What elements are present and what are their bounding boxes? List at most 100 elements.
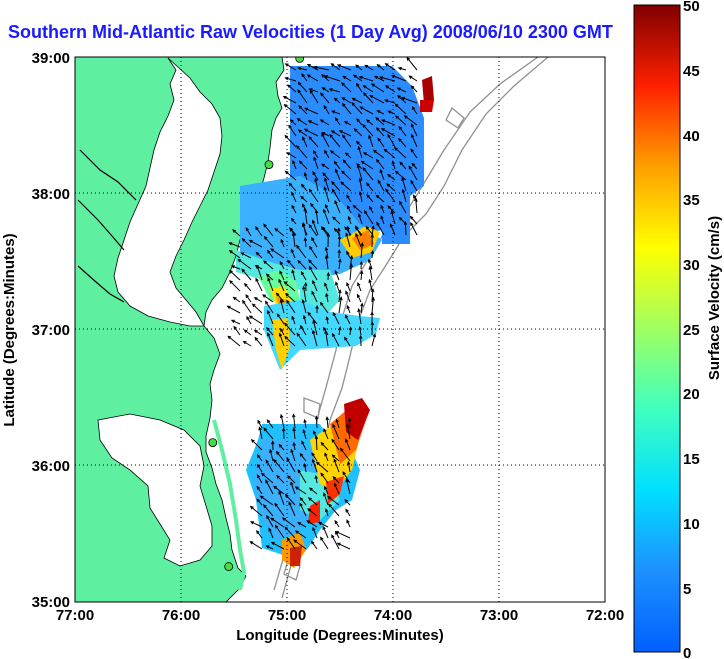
velocity-arrow (237, 258, 252, 270)
velocity-arrow (285, 494, 296, 506)
velocity-arrow-head (325, 292, 329, 297)
velocity-arrow-head (410, 179, 414, 184)
velocity-arrow-head (326, 271, 331, 276)
velocity-arrow-head (303, 128, 308, 132)
velocity-arrow-head (306, 74, 311, 78)
velocity-arrow (304, 107, 319, 115)
velocity-arrow (351, 102, 363, 115)
velocity-arrow-head (294, 530, 299, 534)
velocity-arrow (371, 297, 374, 314)
velocity-arrow-head (288, 124, 292, 129)
velocity-arrow-head (256, 485, 261, 490)
velocity-arrow (379, 169, 385, 181)
velocity-arrow (278, 444, 285, 451)
velocity-arrow-head (314, 474, 318, 480)
map-title: Southern Mid-Atlantic Raw Velocities (1 … (8, 22, 613, 42)
velocity-arrow (364, 64, 374, 71)
velocity-arrow-head (278, 443, 283, 448)
velocity-arrow (302, 222, 307, 237)
velocity-arrow (257, 464, 263, 473)
plot-frame (74, 56, 606, 603)
velocity-arrow (332, 333, 340, 347)
velocity-arrow-head (346, 460, 351, 466)
velocity-arrow (356, 141, 363, 148)
velocity-arrow (255, 278, 263, 292)
velocity-arrow (388, 110, 396, 115)
velocity-arrow-head (360, 160, 365, 165)
velocity-arrow-head (375, 158, 380, 163)
velocity-arrow-head (351, 97, 356, 102)
velocity-arrow-head (320, 92, 324, 97)
velocity-arrow-head (300, 183, 305, 188)
velocity-arrow-head (320, 536, 324, 541)
velocity-arrow (278, 491, 285, 506)
velocity-arrow-head (349, 263, 353, 268)
velocity-arrow (334, 161, 341, 170)
velocity-arrow-head (324, 329, 328, 334)
velocity-arrow (377, 180, 385, 192)
velocity-arrow-head (333, 160, 338, 165)
velocity-arrow-head (338, 130, 343, 134)
velocity-arrow-head (342, 75, 347, 80)
velocity-arrow (273, 459, 285, 473)
velocity-arrow (359, 76, 374, 82)
velocity-arrow (279, 333, 285, 347)
velocity-arrow-head (331, 188, 336, 193)
velocity-arrow (251, 439, 263, 451)
velocity-arrow-head (343, 121, 348, 125)
velocity-arrow (401, 97, 418, 104)
velocity-arrow (266, 545, 274, 550)
velocity-arrow (300, 196, 308, 203)
velocity-arrow-head (328, 88, 333, 92)
velocity-arrow (357, 282, 362, 292)
velocity-arrow (314, 178, 319, 192)
river-rappahannock (77, 199, 125, 251)
velocity-arrow (325, 293, 329, 303)
velocity-arrow-head (266, 327, 270, 331)
velocity-arrow (276, 451, 285, 462)
y-tick-label: 38:00 (32, 186, 70, 203)
velocity-arrow-head (337, 326, 342, 331)
velocity-arrow-head (291, 191, 295, 196)
velocity-arrow (321, 226, 329, 237)
velocity-arrow (394, 147, 407, 159)
velocity-arrow (286, 300, 296, 314)
velocity-arrow-head (258, 426, 262, 431)
velocity-arrow (334, 483, 340, 495)
velocity-arrow (360, 303, 363, 314)
velocity-arrow-head (326, 232, 331, 237)
velocity-arrow-head (344, 152, 349, 157)
velocity-arrow-head (289, 227, 293, 232)
velocity-arrow (309, 487, 318, 495)
velocity-arrow (368, 135, 374, 148)
velocity-arrow-head (301, 298, 305, 304)
velocity-arrow-head (365, 119, 370, 123)
velocity-arrow-head (324, 177, 328, 182)
velocity-arrow-head (329, 150, 334, 154)
velocity-arrow-head (311, 458, 316, 463)
velocity-arrow-head (355, 232, 359, 237)
velocity-arrow-head (331, 534, 335, 539)
velocity-arrow-head (408, 165, 412, 170)
velocity-arrow (284, 336, 296, 347)
velocity-arrow (293, 428, 296, 440)
velocity-arrow (270, 517, 285, 528)
velocity-arrow (377, 138, 385, 148)
velocity-arrow-head (325, 315, 330, 321)
velocity-arrow-head (228, 250, 233, 254)
velocity-arrow-head (227, 335, 232, 340)
velocity-arrow-head (344, 314, 349, 319)
velocity-arrow-head (331, 438, 335, 443)
velocity-arrow-head (332, 423, 336, 428)
velocity-arrow-head (397, 94, 401, 99)
velocity-arrow (408, 166, 418, 181)
velocity-arrow-head (286, 299, 290, 304)
velocity-arrow (254, 297, 263, 303)
velocity-arrow (324, 283, 329, 292)
velocity-arrow-head (308, 487, 313, 492)
velocity-arrow-head (295, 145, 300, 149)
velocity-arrow (321, 163, 330, 170)
velocity-arrow-head (370, 321, 375, 326)
velocity-arrow (357, 294, 362, 303)
